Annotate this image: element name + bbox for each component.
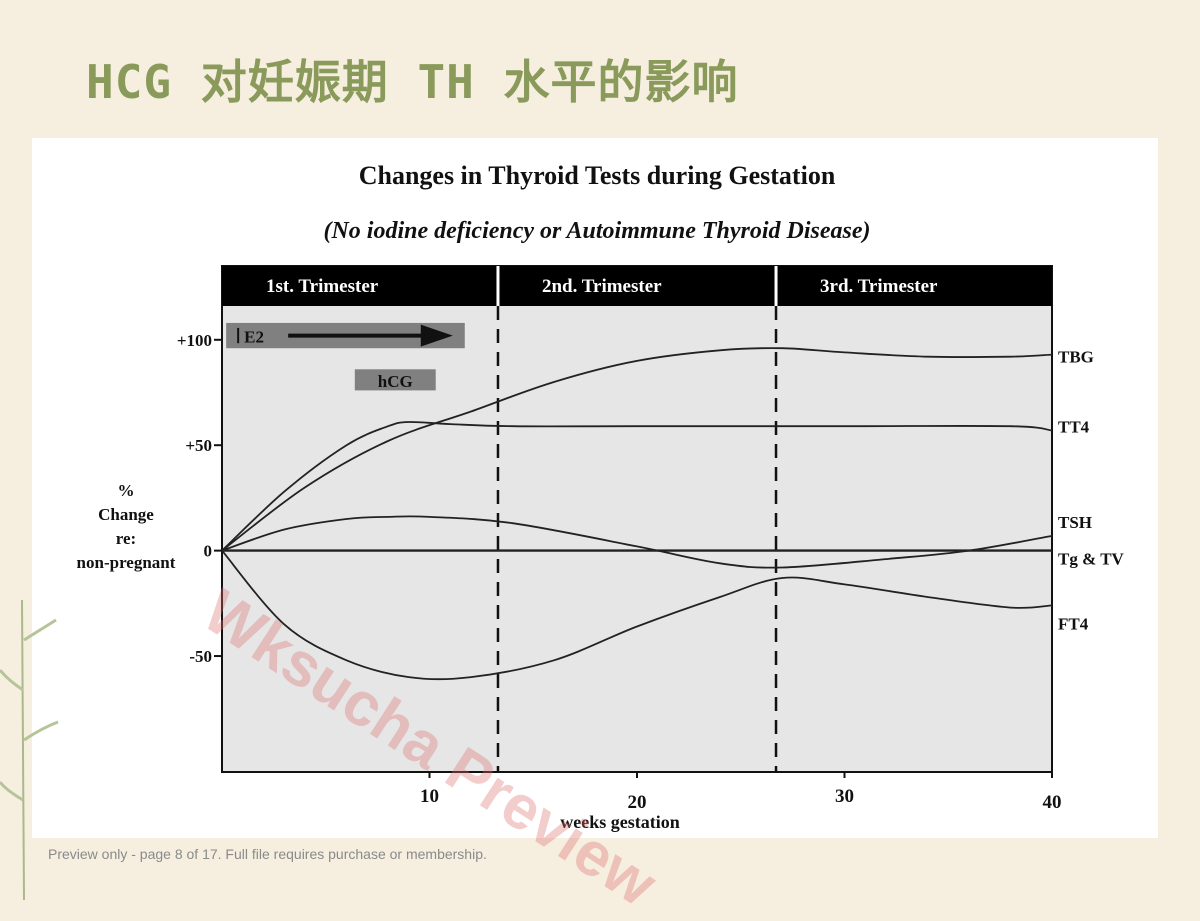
x-tick-label-1: 10 [420, 786, 439, 807]
chart-subtitle: (No iodine deficiency or Autoimmune Thyr… [323, 218, 870, 244]
plot-area [221, 265, 1053, 773]
series-line-ft4 [221, 550, 1053, 681]
hormone-label-2: hCG [378, 372, 413, 391]
hormone-label-1: E2 [244, 328, 264, 347]
y-tick-label-3: 0 [204, 542, 213, 561]
trimester-bar-3 [776, 266, 1052, 306]
trimester-label-3: 3rd. Trimester [820, 276, 938, 297]
series-label-2: TT4 [1058, 417, 1090, 436]
series-label-5: FT4 [1058, 614, 1089, 633]
hormone-arrow-head-1 [420, 324, 453, 347]
x-tick-label-4: 40 [1043, 792, 1062, 813]
series-line-tsh [221, 515, 1053, 569]
series-label-3: TSH [1058, 513, 1092, 532]
trimester-label-2: 2nd. Trimester [542, 276, 662, 297]
hormone-box-2 [354, 369, 436, 391]
slide-title: HCG 对妊娠期 TH 水平的影响 [86, 55, 739, 109]
chart-title: Changes in Thyroid Tests during Gestatio… [359, 161, 836, 190]
y-axis-label-line-4: non-pregnant [77, 553, 176, 572]
series-label-4: Tg & TV [1058, 550, 1125, 569]
bamboo-decoration-icon [0, 600, 59, 900]
y-axis-label-line-1: % [118, 481, 135, 500]
series-label-1: TBG [1058, 348, 1094, 367]
y-axis-label-line-2: Change [98, 505, 154, 524]
trimester-bar-1 [222, 266, 498, 306]
y-tick-label-4: -50 [189, 647, 212, 666]
preview-footer: Preview only - page 8 of 17. Full file r… [48, 846, 487, 862]
y-axis-label-line-3: re: [116, 529, 136, 548]
y-tick-label-2: +50 [185, 436, 212, 455]
y-tick-label-1: +100 [177, 331, 212, 350]
x-tick-label-3: 30 [835, 786, 854, 807]
chart-panel: Changes in Thyroid Tests during Gestatio… [32, 138, 1158, 838]
series-line-tbg [221, 347, 1053, 552]
trimester-label-1: 1st. Trimester [266, 276, 379, 297]
thyroid-chart: Changes in Thyroid Tests during Gestatio… [77, 161, 1125, 832]
x-axis-label: weeks gestation [560, 812, 680, 832]
trimester-bar-2 [497, 266, 777, 306]
x-tick-label-2: 20 [628, 792, 647, 813]
series-line-tt4 [221, 421, 1053, 552]
